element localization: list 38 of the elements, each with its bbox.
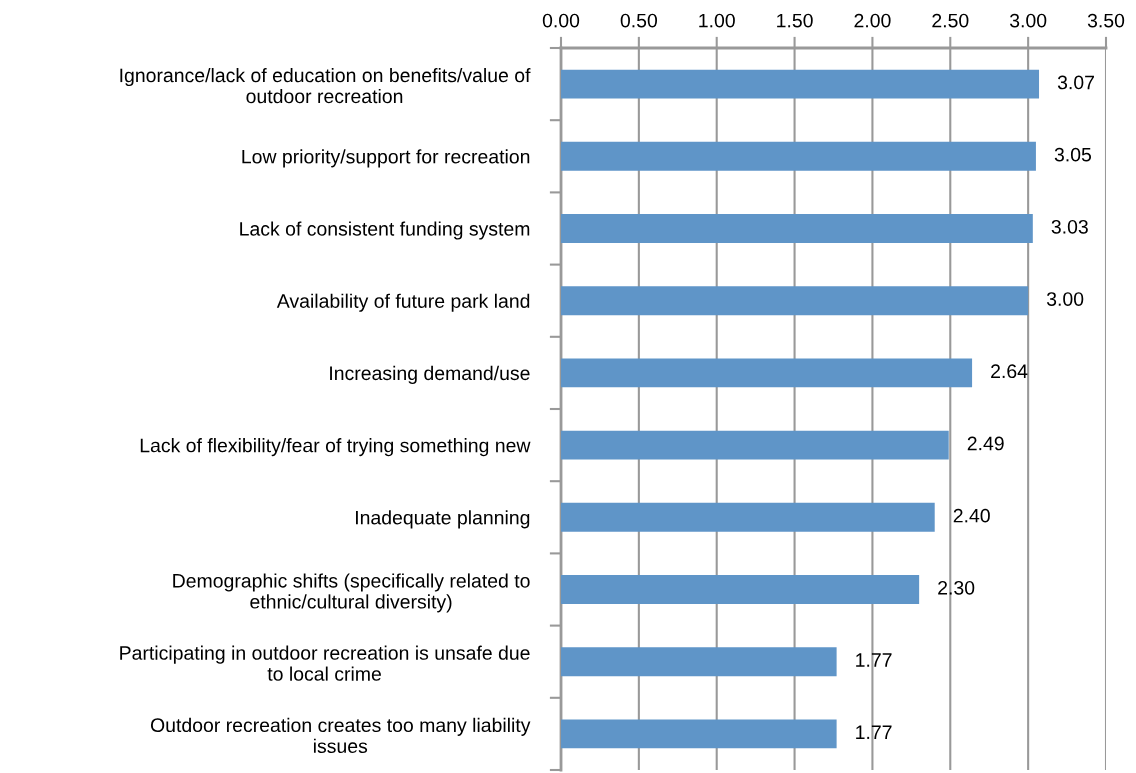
bar bbox=[561, 286, 1029, 316]
data-label: 2.64 bbox=[991, 364, 1028, 379]
y-tick-label: Lack of flexibility/fear of trying something new bbox=[140, 438, 531, 457]
x-tick-label: 1.00 bbox=[699, 13, 735, 28]
bar bbox=[561, 647, 837, 677]
data-label: 3.00 bbox=[1046, 292, 1084, 306]
data-label: 2.40 bbox=[953, 508, 990, 523]
y-tick-label: Inadequate planning bbox=[356, 510, 530, 529]
bar bbox=[561, 214, 1033, 243]
bar bbox=[561, 141, 1036, 171]
bar bbox=[561, 575, 920, 604]
x-tick-label: 3.50 bbox=[1087, 13, 1125, 28]
data-label: 3.03 bbox=[1051, 219, 1088, 234]
bar bbox=[561, 719, 837, 749]
y-tick-label: Lack of consistent funding system bbox=[240, 221, 530, 240]
x-tick-label: 2.50 bbox=[932, 13, 969, 28]
data-label: 2.30 bbox=[938, 580, 975, 595]
y-tick-label: Availability of future park land bbox=[276, 293, 530, 312]
y-tick-label: Low priority/support for recreation bbox=[242, 149, 530, 168]
y-tick-label: Ignorance/lack of education on benefits/value of outdoor recreation bbox=[120, 67, 531, 104]
bar bbox=[561, 430, 949, 460]
data-label: 1.77 bbox=[856, 653, 892, 667]
x-tick-label: 0.00 bbox=[542, 13, 580, 28]
data-label: 2.49 bbox=[967, 436, 1004, 451]
bar bbox=[561, 502, 935, 532]
data-label: 1.77 bbox=[856, 725, 892, 739]
bar bbox=[561, 69, 1040, 99]
x-tick-label: 1.50 bbox=[777, 13, 813, 28]
data-label: 3.05 bbox=[1054, 147, 1092, 162]
y-tick-label: Demographic shifts (specifically related to ethnic/cultural diversity) bbox=[173, 573, 530, 613]
x-tick-label: 0.50 bbox=[620, 13, 658, 28]
y-tick-label: Increasing demand/use bbox=[330, 365, 530, 384]
data-label: 3.07 bbox=[1057, 75, 1094, 90]
y-tick-label: Outdoor recreation creates too many liability issues bbox=[150, 717, 531, 754]
x-tick-label: 2.00 bbox=[854, 13, 891, 28]
y-tick-label: Participating in outdoor recreation is unsafe due to local crime bbox=[120, 645, 530, 681]
x-tick-label: 3.00 bbox=[1009, 13, 1047, 28]
bar bbox=[561, 358, 973, 388]
